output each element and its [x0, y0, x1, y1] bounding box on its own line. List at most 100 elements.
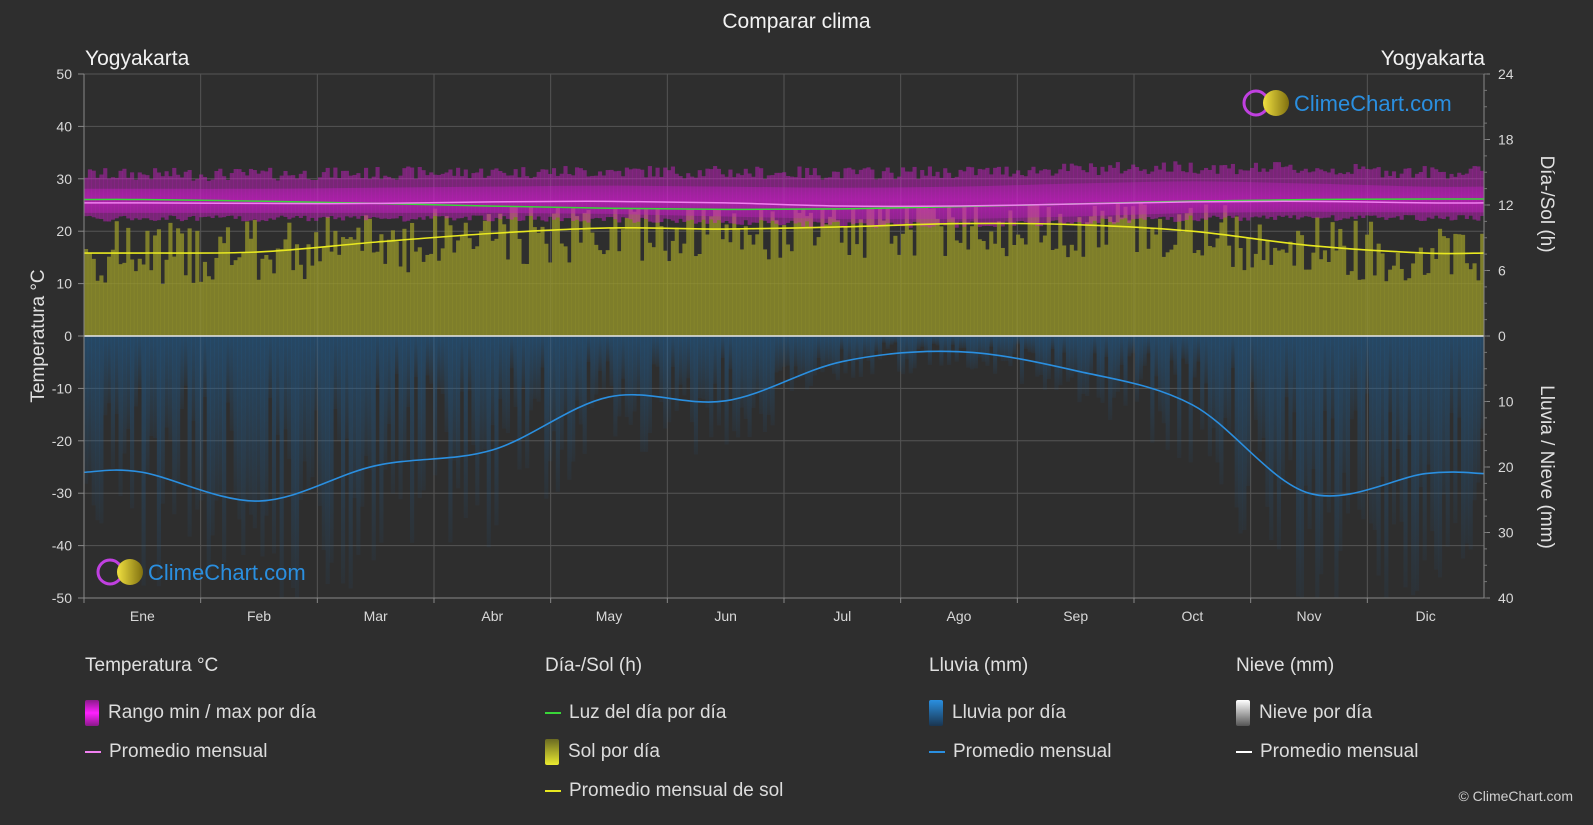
sun-day-bar: [532, 227, 537, 336]
sun-day-bar: [141, 264, 146, 336]
sun-day-bar: [1146, 248, 1151, 336]
sun-day-bar: [294, 244, 300, 336]
rain-day-bar: [739, 336, 745, 408]
rain-day-bar: [1115, 336, 1120, 392]
sun-day-bar: [337, 254, 342, 336]
sun-day-bar: [525, 264, 530, 336]
rain-day-bar: [789, 336, 794, 392]
rain-day-bar: [778, 336, 783, 371]
logo-sun-icon: [1263, 90, 1289, 116]
rain-day-bar: [1276, 336, 1282, 550]
sun-day-bar: [716, 209, 722, 336]
rain-avg-swatch: [929, 751, 945, 753]
sun-day-bar: [1468, 269, 1473, 336]
sun-day-bar: [724, 224, 729, 336]
rain-day-bar: [379, 336, 384, 543]
rain-day-bar: [375, 336, 380, 386]
rain-day-bar: [785, 336, 791, 366]
rain-day-bar: [187, 336, 192, 537]
rain-day-bar: [690, 336, 695, 423]
sun-day-bar: [199, 281, 204, 336]
sun-day-bar: [1211, 247, 1216, 336]
sun-tick-label: 18: [1498, 132, 1514, 148]
sun-day-bar: [605, 250, 610, 336]
sun-day-bar: [444, 216, 449, 336]
rain-day-bar: [467, 336, 472, 391]
sun-day-bar: [1150, 227, 1155, 336]
sun-day-bar: [1449, 274, 1454, 336]
rain-day-bar: [421, 336, 426, 491]
rain-day-bar: [444, 336, 449, 433]
sun-day-bar: [118, 264, 123, 336]
rain-day-bar: [716, 336, 722, 426]
rain-day-bar: [364, 336, 369, 456]
rain-day-bar: [713, 336, 718, 384]
sun-day-bar: [597, 250, 603, 336]
temp-range-band: [84, 181, 1484, 220]
rain-day-bar: [1353, 336, 1358, 411]
rain-day-bar: [252, 336, 257, 529]
sun-day-bar: [858, 219, 863, 336]
sun-day-bar: [854, 244, 860, 336]
rain-day-bar: [99, 336, 104, 524]
rain-day-bar: [459, 336, 465, 392]
rain-day-bar: [900, 336, 906, 375]
snow-swatch: [1236, 700, 1250, 726]
rain-day-bar: [1154, 336, 1159, 377]
sun-day-bar: [1472, 263, 1477, 336]
sun-day-bar: [962, 206, 967, 336]
rain-day-bar: [1215, 336, 1220, 463]
sun-day-bar: [107, 256, 112, 336]
sun-day-bar: [705, 234, 710, 336]
rain-day-bar: [755, 336, 760, 395]
sun-day-bar: [387, 239, 392, 336]
rain-day-bar: [413, 336, 418, 378]
rain-day-bar: [145, 336, 150, 474]
sun-day-bar: [1123, 206, 1128, 336]
sun-day-bar: [1073, 250, 1078, 336]
rain-day-bar: [1422, 336, 1427, 561]
rain-day-bar: [410, 336, 415, 543]
sun-day-bar: [517, 238, 522, 336]
rain-day-bar: [360, 336, 365, 507]
sun-day-bar: [816, 237, 821, 336]
legend-rain-avg-label: Promedio mensual: [953, 741, 1112, 762]
sun-day-bar: [713, 209, 718, 336]
sun-day-bar: [916, 208, 921, 336]
rain-day-bar: [1319, 336, 1324, 575]
rain-day-bar: [770, 336, 775, 426]
rain-day-bar: [291, 336, 296, 588]
rain-day-bar: [947, 336, 952, 365]
sun-day-bar: [567, 262, 572, 336]
sun-day-bar: [908, 229, 913, 336]
rain-day-bar: [1196, 336, 1201, 362]
rain-day-bar: [340, 336, 346, 584]
rain-day-bar: [820, 336, 825, 373]
sun-day-bar: [954, 240, 959, 336]
sun-day-bar: [421, 261, 426, 336]
rain-day-bar: [172, 336, 177, 515]
rain-day-bar: [517, 336, 522, 470]
rain-day-bar: [655, 336, 660, 367]
rain-day-bar: [682, 336, 687, 396]
sun-day-bar: [440, 248, 445, 336]
sun-day-bar: [1345, 274, 1351, 336]
sunshine-swatch: [545, 739, 559, 765]
sun-day-bar: [1326, 261, 1331, 336]
sun-day-bar: [1368, 221, 1374, 336]
rain-day-bar: [141, 336, 146, 586]
sun-day-bar: [160, 284, 165, 336]
sun-day-bar: [762, 249, 768, 336]
sun-day-bar: [413, 251, 418, 336]
sun-day-bar: [463, 222, 468, 336]
sun-day-bar: [1445, 238, 1450, 336]
rain-day-bar: [1238, 336, 1243, 534]
sun-day-bar: [509, 206, 514, 336]
sun-day-bar: [268, 259, 273, 336]
rain-day-bar: [759, 336, 764, 415]
temp-tick-label: 40: [56, 118, 72, 134]
rain-day-bar: [674, 336, 679, 411]
sun-day-bar: [260, 258, 265, 336]
rain-day-bar: [586, 336, 591, 362]
month-label: Jul: [833, 608, 851, 624]
